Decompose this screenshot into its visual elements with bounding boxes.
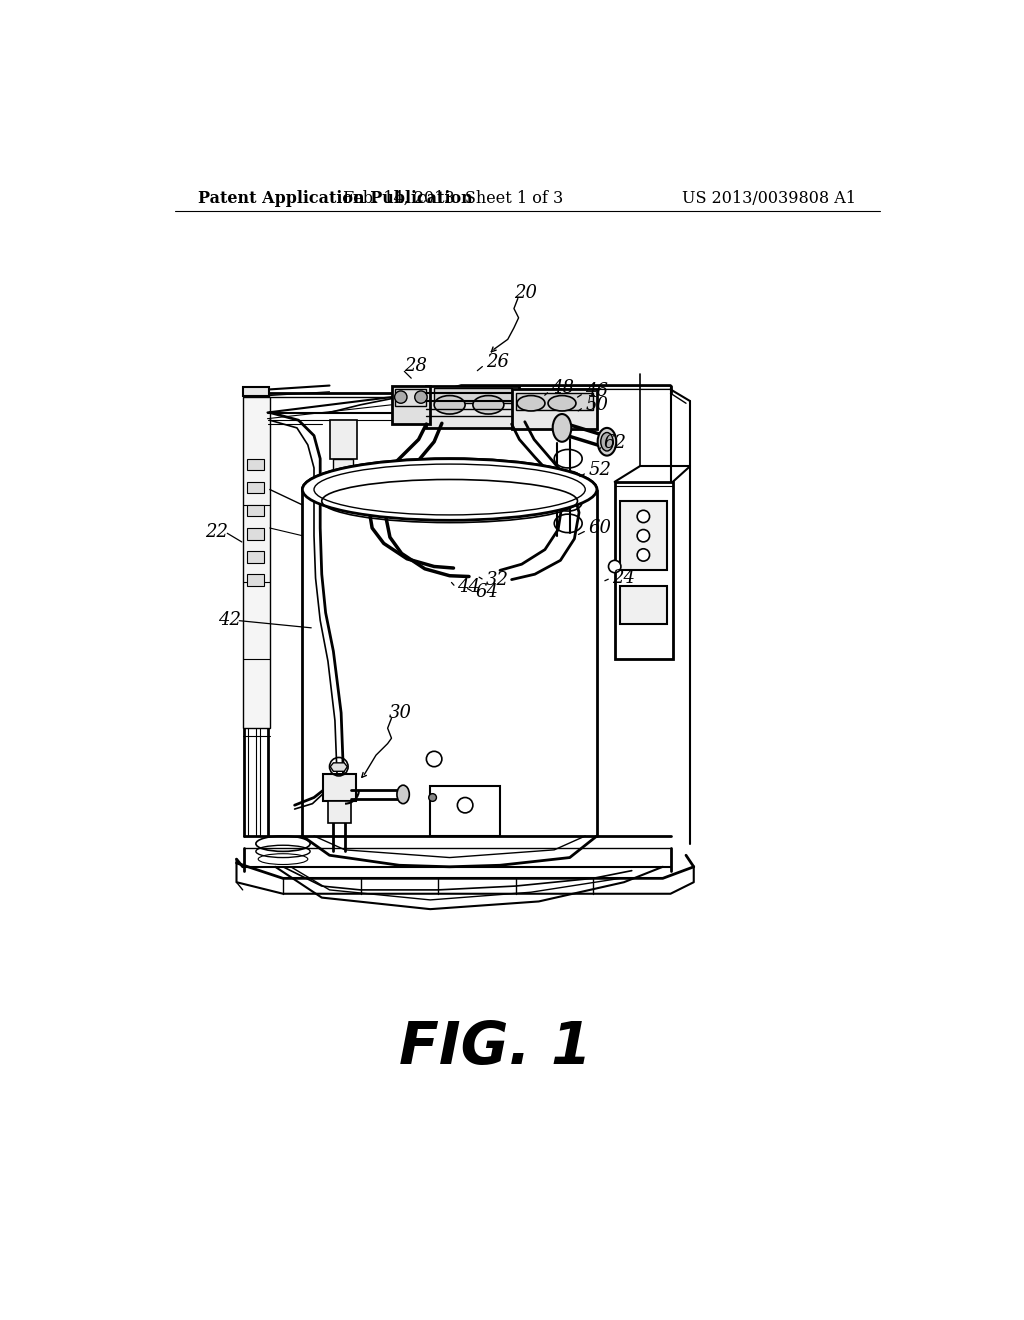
Bar — [426, 385, 519, 428]
Bar — [328, 801, 351, 822]
Text: 46: 46 — [586, 381, 608, 400]
Ellipse shape — [637, 549, 649, 561]
Bar — [512, 389, 597, 429]
Ellipse shape — [302, 459, 597, 520]
Bar — [247, 482, 263, 494]
Bar — [324, 775, 356, 801]
Bar — [247, 506, 263, 516]
Text: 44: 44 — [458, 578, 480, 597]
Ellipse shape — [553, 414, 571, 442]
Ellipse shape — [394, 391, 407, 404]
Bar — [430, 785, 500, 836]
Bar — [247, 528, 263, 540]
Bar — [614, 486, 673, 659]
Ellipse shape — [608, 560, 621, 573]
Ellipse shape — [637, 511, 649, 523]
Bar — [621, 502, 667, 570]
Ellipse shape — [517, 396, 545, 411]
Text: 64: 64 — [475, 583, 499, 601]
Text: FIG. 1: FIG. 1 — [399, 1019, 592, 1076]
Bar — [330, 420, 356, 459]
Ellipse shape — [415, 391, 427, 404]
Bar — [243, 397, 270, 729]
Bar — [247, 459, 263, 470]
Text: US 2013/0039808 A1: US 2013/0039808 A1 — [683, 190, 856, 207]
Text: 50: 50 — [586, 396, 608, 413]
Text: 42: 42 — [218, 611, 241, 630]
Ellipse shape — [598, 428, 616, 455]
Bar — [515, 393, 593, 411]
Text: Feb. 14, 2013  Sheet 1 of 3: Feb. 14, 2013 Sheet 1 of 3 — [343, 190, 563, 207]
Text: 52: 52 — [589, 461, 611, 479]
Bar — [247, 574, 263, 586]
Text: 62: 62 — [604, 434, 627, 453]
Polygon shape — [331, 763, 347, 771]
Bar — [247, 552, 263, 562]
Ellipse shape — [548, 396, 575, 411]
Bar — [395, 389, 426, 407]
Ellipse shape — [397, 785, 410, 804]
Bar — [621, 586, 667, 624]
Text: 20: 20 — [514, 284, 537, 302]
Bar — [434, 388, 512, 404]
Text: 30: 30 — [388, 704, 412, 722]
Ellipse shape — [434, 396, 465, 414]
Bar — [243, 387, 269, 396]
Text: 22: 22 — [206, 523, 228, 541]
Ellipse shape — [637, 529, 649, 543]
Bar — [391, 385, 430, 424]
Text: 28: 28 — [403, 358, 427, 375]
Ellipse shape — [601, 433, 613, 451]
Bar — [614, 482, 673, 659]
Text: Patent Application Publication: Patent Application Publication — [198, 190, 472, 207]
Ellipse shape — [429, 793, 436, 801]
Bar — [334, 459, 352, 490]
Text: 60: 60 — [589, 519, 611, 537]
Text: 26: 26 — [486, 354, 509, 371]
Text: 32: 32 — [486, 572, 509, 589]
Text: 24: 24 — [612, 569, 635, 587]
Text: 48: 48 — [551, 379, 574, 397]
Ellipse shape — [473, 396, 504, 414]
